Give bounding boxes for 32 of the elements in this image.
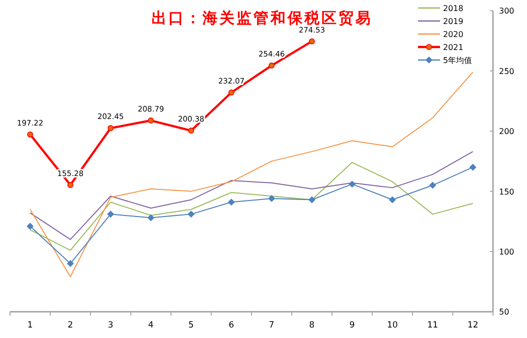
point (27, 131, 34, 138)
legend-label: 2018 (443, 4, 464, 13)
y-tick-label: 50 (499, 308, 510, 317)
point (107, 210, 114, 218)
y-tick-label: 300 (499, 6, 514, 16)
point (108, 125, 114, 132)
chart-title: 出口：海关监管和保税区贸易 (152, 10, 372, 27)
point (268, 62, 275, 69)
y-tick-label: 100 (499, 248, 514, 256)
legend-label: 5年均值 (443, 56, 472, 65)
legend-label: 2020 (443, 30, 464, 39)
point (308, 196, 316, 204)
point (148, 118, 154, 124)
point (268, 195, 276, 202)
legend-label: 2019 (443, 17, 464, 26)
legend-label: 2021 (443, 43, 464, 52)
point (26, 222, 34, 230)
point (228, 89, 234, 96)
y-tick-label: 200 (499, 127, 514, 136)
point (188, 210, 195, 218)
point (308, 38, 315, 44)
point (348, 180, 356, 188)
point (188, 128, 194, 134)
point (228, 198, 235, 206)
point (469, 164, 476, 171)
point (147, 214, 154, 222)
point (388, 196, 396, 204)
y-tick-label: 150 (499, 187, 514, 196)
point (429, 182, 436, 189)
y-tick-label: 250 (499, 66, 514, 76)
point (66, 260, 74, 268)
point (67, 182, 74, 188)
